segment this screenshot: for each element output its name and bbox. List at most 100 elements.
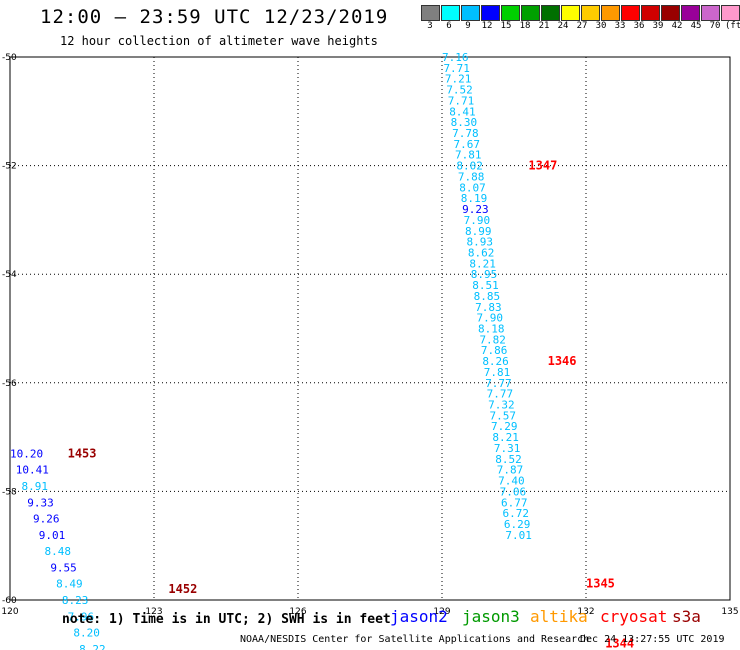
color-swatch xyxy=(461,5,480,21)
pass-time-label: 1346 xyxy=(548,354,577,368)
wave-height-label: 7.06 xyxy=(500,485,526,498)
color-swatch xyxy=(501,5,520,21)
color-scale-label: 6 xyxy=(446,21,452,31)
wave-height-label: 8.93 xyxy=(466,236,493,249)
wave-height-label: 7.21 xyxy=(445,73,472,86)
color-scale-label: 70 xyxy=(709,21,721,31)
color-swatch xyxy=(421,5,440,21)
wave-height-label: 7.67 xyxy=(454,138,481,151)
color-scale-label: 33 xyxy=(614,21,626,31)
wave-height-label: 8.62 xyxy=(468,246,495,259)
wave-height-label: 6.77 xyxy=(501,496,528,509)
credit-text: NOAA/NESDIS Center for Satellite Applica… xyxy=(240,634,590,645)
color-swatch xyxy=(561,5,580,21)
color-swatch xyxy=(601,5,620,21)
wave-height-label: 8.19 xyxy=(461,192,488,205)
color-scale-label: 18 xyxy=(519,21,531,31)
color-swatch xyxy=(641,5,660,21)
wave-height-label: 7.52 xyxy=(446,84,473,97)
wave-height-label: 8.02 xyxy=(456,160,483,173)
color-scale-label: 30 xyxy=(595,21,607,31)
wave-height-label: 7.32 xyxy=(488,399,514,412)
pass-time-label: 1344 xyxy=(605,636,634,650)
color-scale-label: 39 xyxy=(652,21,664,31)
color-swatch xyxy=(661,5,680,21)
chart-title: 12:00 — 23:59 UTC 12/23/2019 xyxy=(40,6,389,28)
wave-height-label: 7.31 xyxy=(494,442,520,455)
wave-height-label: 7.86 xyxy=(481,344,508,357)
x-tick-label: 123 xyxy=(145,607,162,617)
wave-height-label: 8.20 xyxy=(73,627,100,640)
wave-height-label: 9.23 xyxy=(462,203,489,216)
footer-note: note: 1) Time is in UTC; 2) SWH is in fe… xyxy=(62,612,391,627)
wave-height-label: 8.21 xyxy=(469,257,496,270)
wave-height-label: 8.85 xyxy=(474,290,501,303)
wave-height-label: 6.29 xyxy=(504,518,531,531)
color-swatch xyxy=(521,5,540,21)
pass-time-label: 1347 xyxy=(528,159,557,173)
y-tick-label: -50 xyxy=(2,53,17,63)
y-tick-label: -54 xyxy=(2,270,17,280)
wave-height-label: 7.57 xyxy=(490,409,517,422)
color-scale-label: 42 xyxy=(671,21,683,31)
color-swatch xyxy=(581,5,600,21)
wave-height-label: 10.20 xyxy=(10,447,43,460)
wave-height-label: 7.16 xyxy=(442,51,469,64)
wave-height-label: 8.49 xyxy=(56,578,83,591)
x-tick-label: 129 xyxy=(433,607,450,617)
color-swatch xyxy=(681,5,700,21)
color-swatch xyxy=(621,5,640,21)
wave-height-label: 7.77 xyxy=(487,388,514,401)
color-scale-label: 15 xyxy=(500,21,512,31)
color-swatch xyxy=(701,5,720,21)
wave-height-label: 7.81 xyxy=(455,149,482,162)
wave-height-label: 7.81 xyxy=(484,366,511,379)
legend-altika: altika xyxy=(530,607,588,626)
wave-height-label: 6.72 xyxy=(502,507,528,520)
color-scale-label: (ft) xyxy=(725,21,740,31)
wave-height-label: 7.83 xyxy=(475,301,502,314)
color-swatch xyxy=(481,5,500,21)
color-swatch xyxy=(441,5,460,21)
wave-height-label: 9.55 xyxy=(50,561,77,574)
color-scale-label: 45 xyxy=(690,21,702,31)
legend-jason2: jason2 xyxy=(390,607,448,626)
wave-height-label: 7.96 xyxy=(68,610,95,623)
color-scale-label: 3 xyxy=(427,21,433,31)
wave-height-label: 8.21 xyxy=(492,431,519,444)
color-scale-label: 9 xyxy=(465,21,471,31)
x-tick-label: 132 xyxy=(577,607,594,617)
wave-height-label: 9.26 xyxy=(33,513,60,526)
color-scale-label: 36 xyxy=(633,21,645,31)
chart-subtitle: 12 hour collection of altimeter wave hei… xyxy=(60,34,378,48)
y-tick-label: -60 xyxy=(2,596,17,606)
wave-height-label: 7.87 xyxy=(497,464,523,477)
color-scale-label: 12 xyxy=(481,21,493,31)
color-scale-label: 27 xyxy=(576,21,588,31)
wave-height-label: 8.52 xyxy=(495,453,522,466)
wave-height-label: 10.41 xyxy=(16,464,49,477)
wave-height-label: 8.51 xyxy=(472,279,499,292)
legend-s3a: s3a xyxy=(672,607,701,626)
wave-height-label: 7.82 xyxy=(479,333,506,346)
color-scale-label: 24 xyxy=(557,21,569,31)
wave-height-label: 7.29 xyxy=(491,420,517,433)
wave-height-label: 9.01 xyxy=(39,529,66,542)
wave-height-label: 7.71 xyxy=(448,94,475,107)
color-swatch xyxy=(541,5,560,21)
wave-height-label: 8.99 xyxy=(465,225,492,238)
wave-height-label: 8.95 xyxy=(471,268,498,281)
wave-height-label: 8.48 xyxy=(45,545,71,558)
wave-height-label: 7.90 xyxy=(477,312,504,325)
wave-height-label: 9.33 xyxy=(27,496,53,509)
y-tick-label: -52 xyxy=(2,162,17,172)
wave-height-label: 7.01 xyxy=(505,529,532,542)
wave-height-label: 8.22 xyxy=(79,643,106,650)
pass-time-label: 1453 xyxy=(68,446,97,460)
y-tick-label: -56 xyxy=(2,379,17,389)
y-tick-label: -58 xyxy=(2,487,17,497)
wave-height-label: 8.07 xyxy=(459,181,486,194)
legend-jason3: jason3 xyxy=(462,607,520,626)
color-scale xyxy=(421,5,740,21)
